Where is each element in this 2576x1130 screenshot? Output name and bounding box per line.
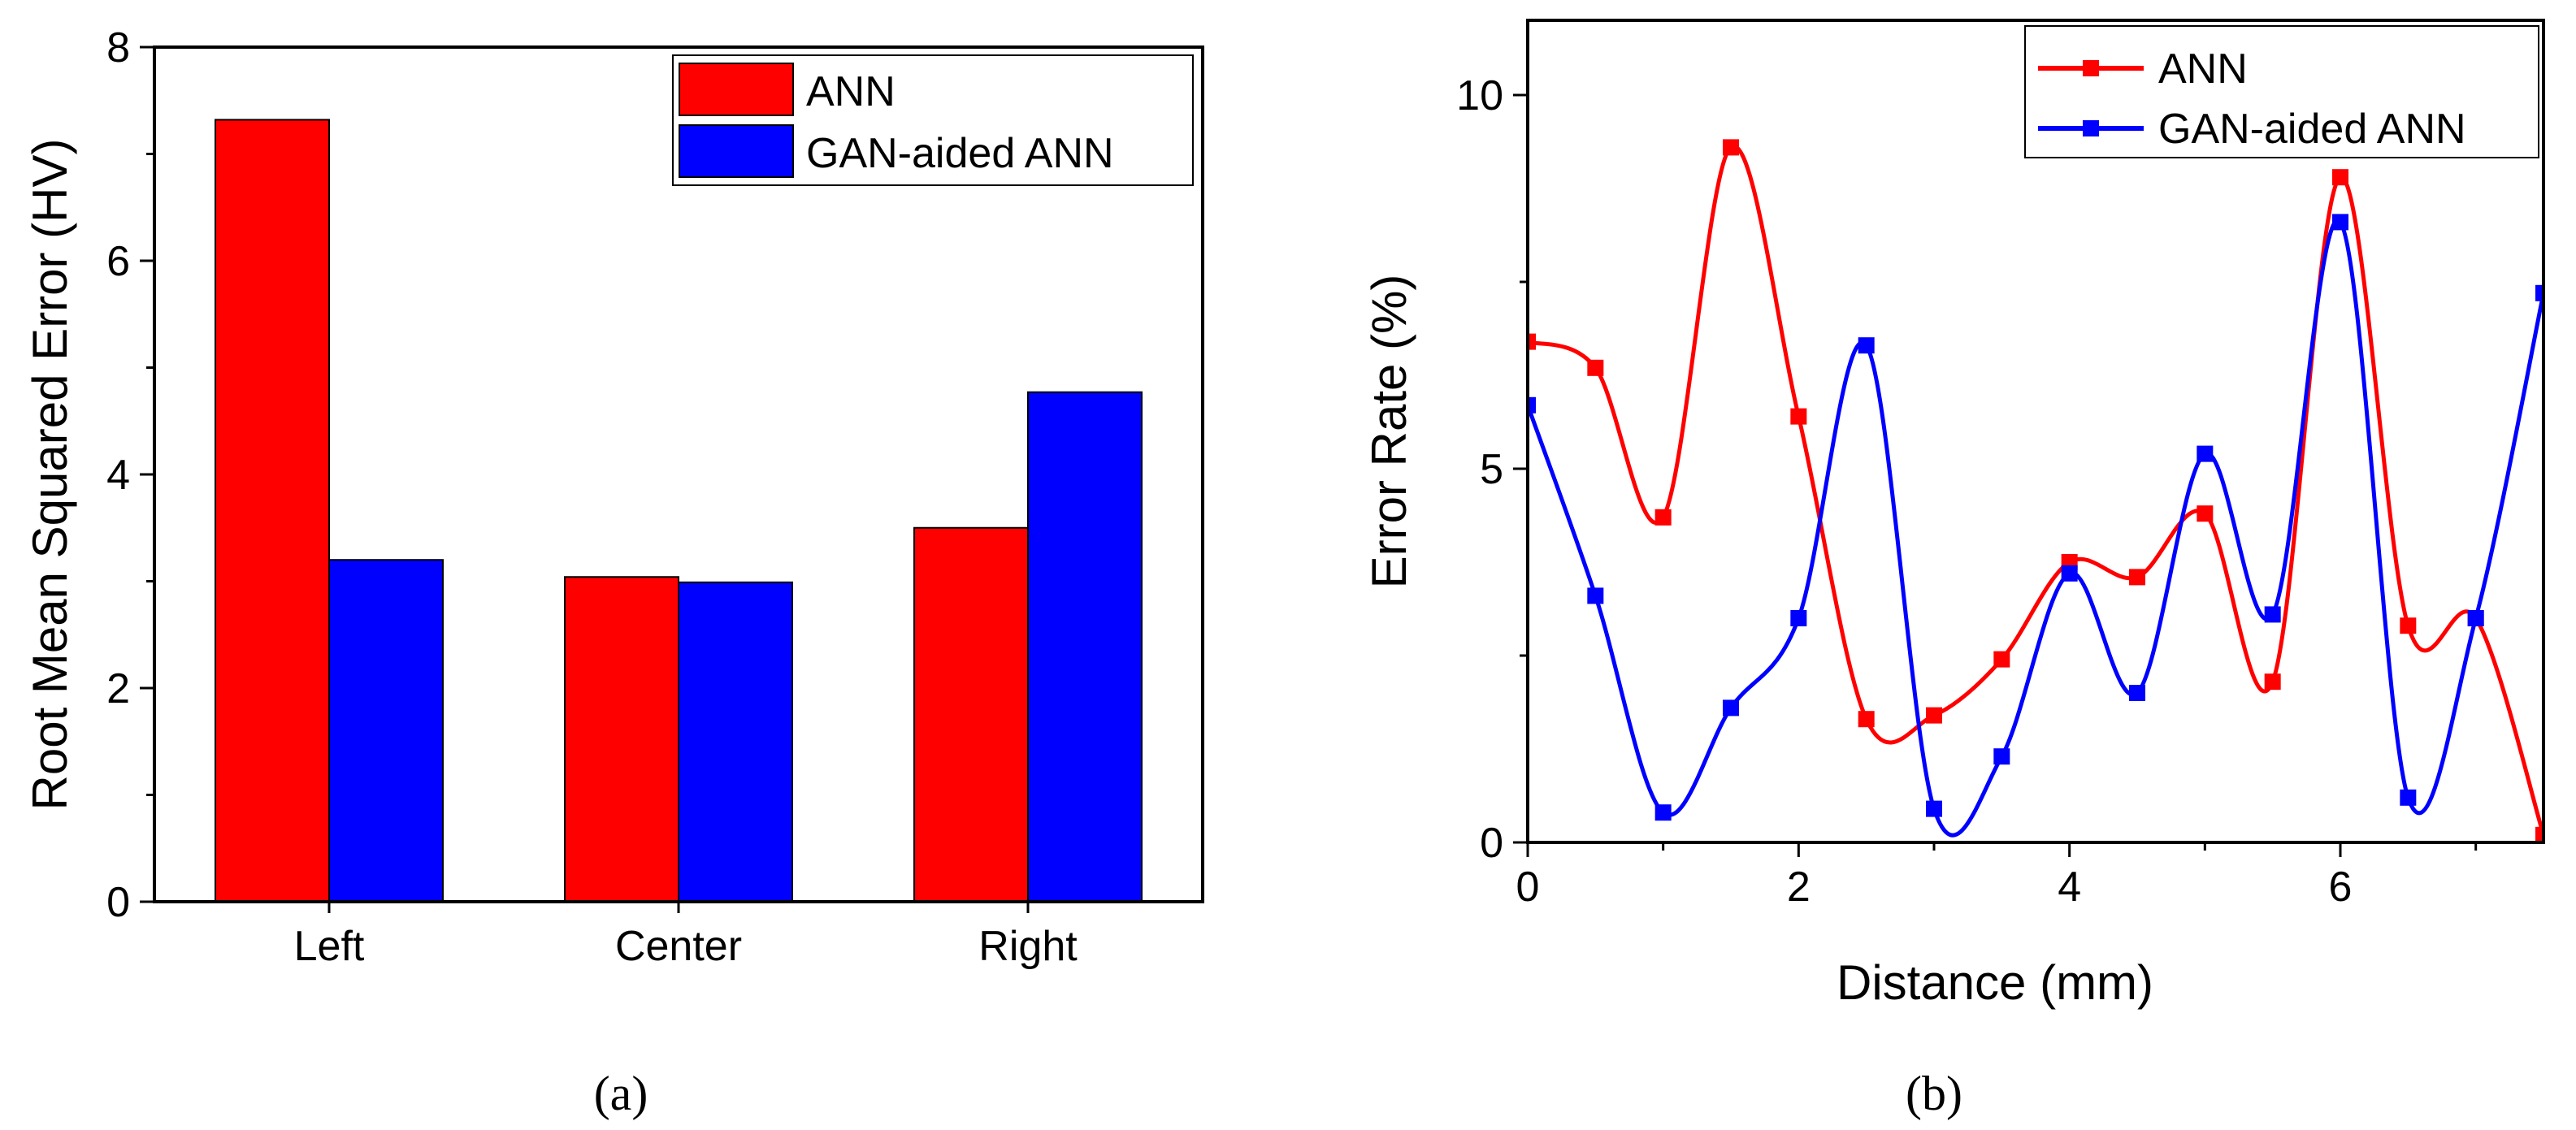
y-tick-label-8: 8 — [106, 24, 130, 71]
y-axis-label: Root Mean Squared Error (HV) — [23, 139, 77, 811]
point-gan-aided-ann-1 — [1587, 587, 1604, 604]
point-gan-aided-ann-10 — [2197, 445, 2214, 462]
point-ann-9 — [2129, 569, 2145, 586]
x-axis-ticks: 0 2 4 6 — [1516, 842, 2478, 911]
point-ann-0 — [1528, 333, 1536, 350]
point-gan-aided-ann-2 — [1654, 804, 1672, 821]
legend: ANN GAN-aided ANN — [672, 54, 1194, 186]
y-tick-label-0: 0 — [1480, 820, 1503, 867]
y-axis-label: Error Rate (%) — [1362, 275, 1416, 589]
point-ann-11 — [2264, 673, 2281, 691]
plot-frame — [1526, 19, 2545, 844]
legend-label-gan-aided-ann: GAN-aided ANN — [2158, 106, 2466, 153]
legend-label-gan-aided-ann: GAN-aided ANN — [806, 130, 1114, 177]
panel-caption-b: (b) — [1906, 1067, 1962, 1120]
point-gan-aided-ann-9 — [2129, 685, 2145, 701]
x-axis-label: Distance (mm) — [1837, 955, 2153, 1010]
point-gan-aided-ann-13 — [2400, 789, 2417, 806]
series-lines — [1528, 139, 2543, 842]
x-tick-label-right: Right — [978, 923, 1078, 970]
legend-box — [2024, 25, 2539, 158]
x-tick-label-left: Left — [294, 923, 365, 970]
point-gan-aided-ann-3 — [1723, 699, 1739, 717]
point-ann-2 — [1654, 509, 1672, 526]
y-tick-label-2: 2 — [106, 665, 130, 712]
point-ann-10 — [2197, 505, 2214, 522]
bar-ann-left — [215, 119, 330, 903]
y-tick-label-0: 0 — [106, 879, 130, 926]
legend-marker-ann — [2083, 60, 2099, 76]
point-ann-1 — [1587, 359, 1604, 376]
bar-gan-aided-ann-left — [328, 559, 444, 903]
point-gan-aided-ann-4 — [1790, 610, 1807, 626]
panel-a-bar-chart: Left Center Right 0 2 4 6 8 Root Mean Squared … — [23, 24, 1204, 1120]
bar-ann-center — [564, 576, 679, 903]
legend-swatch-ann — [679, 63, 794, 116]
legend: ANN GAN-aided ANN — [2024, 25, 2539, 158]
point-ann-13 — [2400, 617, 2417, 634]
bar-ann-right — [913, 526, 1029, 903]
panel-caption-a: (a) — [594, 1067, 648, 1120]
legend-label-ann: ANN — [806, 68, 896, 115]
point-ann-6 — [1926, 707, 1942, 724]
series-line-ann — [1528, 144, 2543, 836]
point-ann-5 — [1858, 711, 1875, 728]
y-tick-label-6: 6 — [106, 238, 130, 285]
point-gan-aided-ann-8 — [2061, 565, 2078, 582]
point-gan-aided-ann-12 — [2332, 214, 2348, 231]
y-axis-ticks: 0 5 10 — [1456, 72, 1528, 867]
point-ann-15 — [2535, 826, 2543, 842]
y-tick-label-5: 5 — [1480, 446, 1503, 493]
point-gan-aided-ann-14 — [2467, 610, 2484, 626]
legend-label-ann: ANN — [2158, 45, 2248, 93]
point-gan-aided-ann-11 — [2264, 606, 2281, 623]
x-tick-label-2: 2 — [1787, 864, 1811, 911]
point-gan-aided-ann-7 — [1993, 748, 2010, 765]
bar-gan-aided-ann-right — [1027, 391, 1143, 903]
bar-group — [215, 119, 1143, 903]
x-tick-label-4: 4 — [2058, 864, 2081, 911]
point-gan-aided-ann-5 — [1858, 337, 1875, 354]
point-gan-aided-ann-15 — [2535, 284, 2543, 301]
plot-frame — [153, 45, 1204, 903]
x-tick-label-0: 0 — [1516, 864, 1540, 911]
y-axis-ticks: 0 2 4 6 8 — [106, 24, 154, 926]
y-tick-label-10: 10 — [1456, 72, 1503, 119]
legend-swatch-gan-aided-ann — [679, 124, 794, 178]
y-tick-label-4: 4 — [106, 452, 130, 499]
point-ann-7 — [1993, 651, 2010, 668]
point-gan-aided-ann-0 — [1528, 396, 1536, 413]
x-tick-label-center: Center — [615, 923, 742, 970]
point-ann-4 — [1790, 408, 1807, 425]
point-gan-aided-ann-6 — [1926, 800, 1942, 817]
x-tick-label-6: 6 — [2329, 864, 2353, 911]
point-ann-3 — [1723, 139, 1739, 156]
panel-b-line-chart: 0 2 4 6 0 5 10 Error Rate (%) Distance (mm) A… — [1362, 19, 2545, 1120]
point-ann-12 — [2332, 169, 2348, 186]
bar-gan-aided-ann-center — [678, 581, 793, 903]
legend-marker-gan-aided-ann — [2083, 120, 2099, 136]
x-axis-ticks: Left Center Right — [294, 902, 1078, 970]
